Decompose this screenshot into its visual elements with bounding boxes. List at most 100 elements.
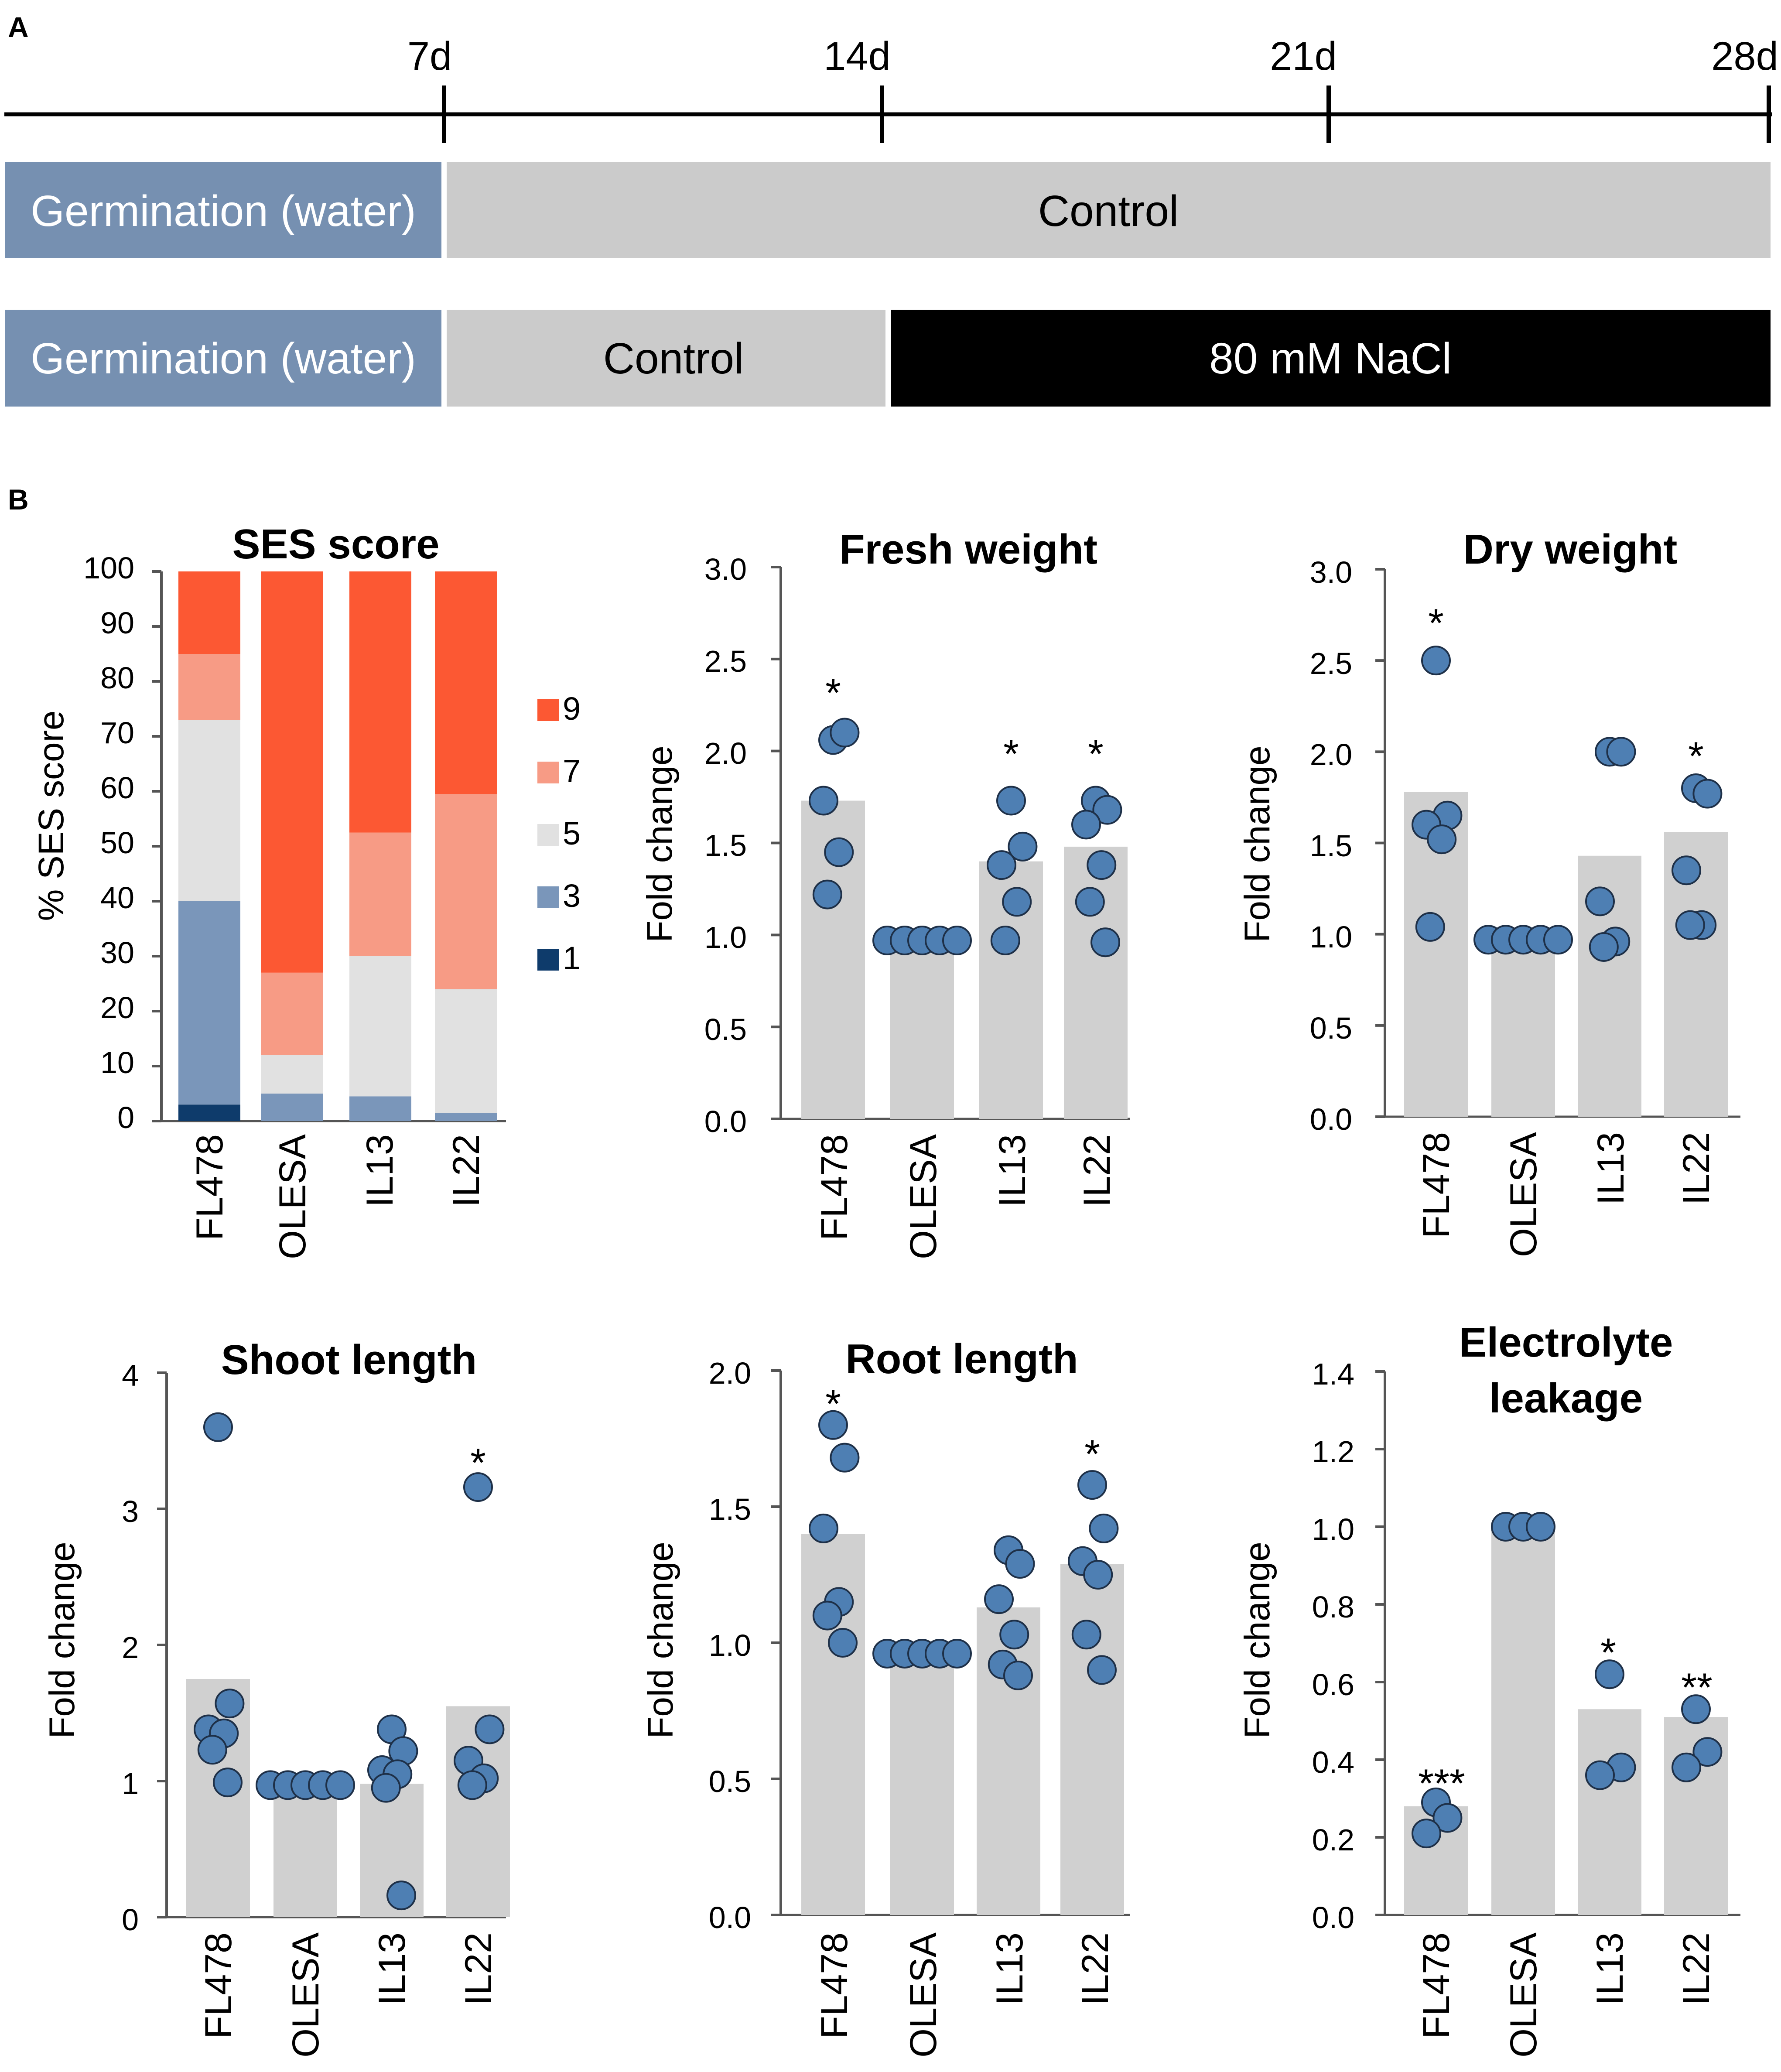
ses-legend-label-1: 1 — [563, 940, 581, 976]
ses-stack-il22-score-9 — [435, 571, 497, 794]
fresh-x-labels: FL478 OLESA IL13 IL22 — [814, 1134, 1118, 1259]
ses-legend-swatch-3 — [537, 886, 559, 908]
fresh-point-fl478-3 — [824, 837, 854, 867]
fresh-chart-title: Fresh weight — [839, 526, 1097, 573]
dry-xlabel-olesa: OLESA — [1503, 1132, 1545, 1257]
fresh-sig-fl478: * — [825, 671, 841, 715]
shoot-point-il22-1 — [475, 1714, 505, 1744]
root-point-fl478-2 — [809, 1513, 838, 1543]
fresh-sig-il22: * — [1088, 732, 1104, 776]
ses-legend: 9 7 5 3 1 — [563, 691, 581, 976]
ses-stack-il13-score-5 — [349, 956, 411, 1097]
fresh-point-il13-4 — [990, 925, 1020, 955]
ec-ytick-6: 1.2 — [1312, 1435, 1354, 1469]
panel-b-letter: B — [8, 483, 29, 516]
root-point-fl478-5 — [828, 1628, 858, 1658]
ses-ytick-0: 0 — [117, 1101, 134, 1135]
ses-ytick-50: 50 — [100, 826, 134, 860]
ec-ytick-4: 0.8 — [1312, 1590, 1354, 1624]
timeline-label-14d: 14d — [824, 34, 891, 79]
shoot-xlabel-il13: IL13 — [371, 1932, 413, 2005]
ec-y-axis-label: Fold change — [1237, 1542, 1277, 1738]
ses-chart-title: SES score — [232, 521, 440, 568]
shoot-ytick-0: 0 — [122, 1903, 139, 1937]
shoot-point-il13-5 — [386, 1881, 416, 1911]
fresh-point-fl478-2 — [809, 786, 838, 816]
dry-ytick-4: 2.0 — [1310, 738, 1352, 772]
ses-legend-label-5: 5 — [563, 815, 581, 851]
fresh-point-il13-0 — [996, 786, 1026, 816]
root-point-il13-2 — [984, 1584, 1014, 1614]
ses-xlabel-fl478: FL478 — [189, 1134, 231, 1241]
panel-a-letter: A — [8, 11, 29, 43]
fresh-point-il22-2 — [1071, 810, 1101, 840]
control-row-control-bar — [447, 162, 1771, 258]
ses-legend-swatch-9 — [537, 699, 559, 721]
shoot-length-chart: Shoot length Fold change 0 1 2 3 4 FL478… — [42, 1337, 510, 2058]
ec-point-il13-0 — [1595, 1659, 1624, 1689]
dry-ytick-6: 3.0 — [1310, 555, 1352, 589]
ec-point-il22-0 — [1681, 1694, 1711, 1724]
shoot-bar-fl478 — [186, 1679, 250, 1917]
fresh-point-il22-4 — [1075, 887, 1105, 917]
fresh-sig: * * * — [825, 671, 1104, 776]
ses-stack-olesa-score-9 — [261, 571, 323, 973]
ec-bar-il13 — [1578, 1709, 1641, 1915]
fresh-y-axis-label: Fold change — [640, 745, 680, 942]
shoot-y-ticks: 0 1 2 3 4 — [122, 1358, 139, 1937]
dry-sig: * * — [1428, 601, 1704, 779]
ec-chart-title-line2: leakage — [1489, 1375, 1643, 1422]
ec-y-ticks: 0.0 0.2 0.4 0.6 0.8 1.0 1.2 1.4 — [1312, 1357, 1354, 1935]
panel-a: A 7d 14d 21d 28d Germination (water) Con… — [4, 11, 1778, 407]
ses-stack-olesa-score-7 — [261, 972, 323, 1055]
ses-stack-olesa-score-3 — [261, 1094, 323, 1121]
ec-xlabel-olesa: OLESA — [1503, 1932, 1545, 2057]
fresh-ytick-1: 0.5 — [704, 1012, 747, 1046]
dry-y-axis-label: Fold change — [1237, 745, 1277, 942]
shoot-ytick-2: 2 — [122, 1631, 139, 1665]
shoot-y-axis-label: Fold change — [42, 1542, 82, 1738]
fresh-point-il22-5 — [1090, 927, 1120, 957]
root-bar-olesa — [890, 1653, 954, 1915]
root-ytick-4: 2.0 — [709, 1356, 751, 1390]
ec-bar-olesa — [1491, 1527, 1555, 1915]
ec-ytick-5: 1.0 — [1312, 1512, 1354, 1546]
root-xlabel-il13: IL13 — [989, 1932, 1031, 2005]
ec-ytick-0: 0.0 — [1312, 1901, 1354, 1935]
root-ytick-1: 0.5 — [709, 1764, 751, 1798]
ec-ytick-1: 0.2 — [1312, 1823, 1354, 1857]
salt-row-nacl-bar — [891, 310, 1771, 407]
fresh-weight-chart: Fresh weight Fold change 0.0 0.5 1.0 1.5… — [640, 526, 1130, 1259]
fresh-xlabel-il13: IL13 — [991, 1134, 1033, 1207]
shoot-point-il13-4 — [371, 1773, 401, 1803]
root-point-il13-1 — [1005, 1549, 1035, 1579]
ses-legend-swatch-5 — [537, 824, 559, 846]
dry-point-fl478-0 — [1421, 646, 1451, 676]
dry-sig-fl478: * — [1428, 601, 1444, 646]
salt-row-control-bar — [447, 310, 885, 407]
shoot-ytick-4: 4 — [122, 1358, 139, 1392]
root-point-il22-0 — [1077, 1470, 1107, 1500]
ec-point-olesa-2 — [1526, 1512, 1555, 1542]
ses-stack-il13-score-9 — [349, 571, 411, 833]
timeline-label-7d: 7d — [407, 34, 452, 79]
fresh-xlabel-fl478: FL478 — [814, 1134, 855, 1241]
shoot-point-olesa-4 — [325, 1770, 355, 1800]
root-xlabel-fl478: FL478 — [814, 1932, 855, 2039]
root-xlabel-il22: IL22 — [1074, 1932, 1116, 2005]
ses-stack-fl478-score-7 — [178, 654, 240, 720]
dry-bar-olesa — [1491, 940, 1555, 1117]
dry-ytick-0: 0.0 — [1310, 1102, 1352, 1136]
dry-ytick-2: 1.0 — [1310, 920, 1352, 954]
root-chart-title: Root length — [845, 1336, 1078, 1382]
fresh-ytick-5: 2.5 — [704, 644, 747, 678]
root-point-il22-4 — [1071, 1620, 1101, 1650]
ec-x-labels: FL478 OLESA IL13 IL22 — [1415, 1932, 1717, 2057]
ses-y-ticks: 0 10 20 30 40 50 60 70 80 90 100 — [83, 551, 134, 1135]
ses-stack-il22-score-3 — [435, 1113, 497, 1121]
shoot-xlabel-il22: IL22 — [458, 1932, 499, 2005]
ec-point-il22-2 — [1672, 1752, 1701, 1782]
ses-legend-label-3: 3 — [563, 878, 581, 914]
ses-legend-label-9: 9 — [563, 691, 581, 727]
